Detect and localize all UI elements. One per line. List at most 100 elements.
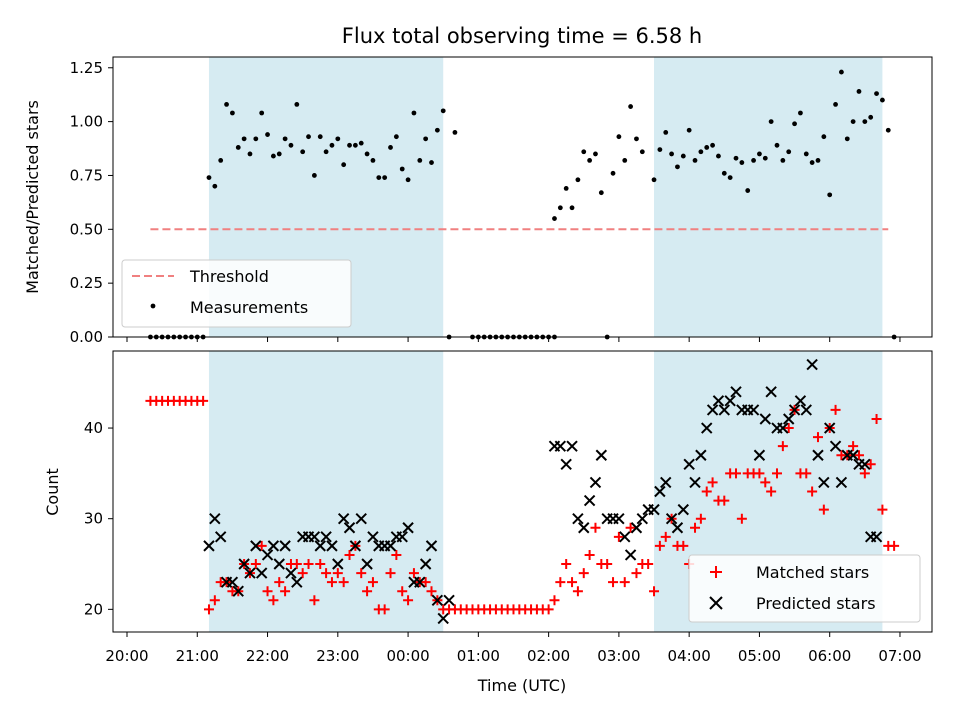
- top-plot-frame: [112, 56, 933, 338]
- predicted-star-marker: [683, 458, 695, 471]
- legend-matched-swatch: [710, 566, 722, 578]
- matched-star-marker: [338, 577, 349, 588]
- matched-star-marker: [403, 595, 414, 606]
- top-panel: 0.00 0.25 0.50 0.75 1.00 1.25 Matched/Predict…: [23, 56, 933, 346]
- measurement-point: [628, 104, 634, 109]
- measurement-point: [587, 157, 593, 163]
- measurement-point: [311, 173, 317, 178]
- measurement-point: [317, 134, 323, 140]
- matched-star-marker: [268, 595, 279, 606]
- bottom-plot-frame: [112, 350, 933, 633]
- predicted-star-marker: [753, 449, 766, 461]
- measurement-point: [294, 101, 300, 107]
- predicted-star-marker: [636, 512, 649, 525]
- matched-star-marker: [274, 577, 285, 588]
- predicted-star-marker: [244, 567, 256, 579]
- x-tick-label: 23:00: [316, 647, 359, 665]
- predicted-star-marker: [800, 404, 812, 416]
- predicted-star-marker: [443, 594, 455, 606]
- top-y-tick-label: 0.75: [70, 166, 103, 184]
- predicted-star-marker: [870, 531, 883, 543]
- matched-star-marker: [572, 586, 583, 597]
- predicted-star-marker: [847, 449, 859, 461]
- predicted-star-marker: [823, 422, 836, 434]
- matched-star-marker: [731, 468, 742, 479]
- measurement-point: [388, 145, 393, 150]
- predicted-star-marker: [712, 395, 725, 407]
- measurement-point: [686, 127, 692, 133]
- matched-star-marker: [707, 477, 718, 488]
- x-tick-label: 05:00: [738, 647, 781, 665]
- predicted-star-marker: [384, 540, 397, 552]
- measurement-point: [634, 136, 639, 142]
- predicted-star-marker: [232, 585, 244, 597]
- bottom-panel: 20 30 40 20:00 21:00 22:00 23:00 00:00 01:00 02:…: [43, 350, 933, 695]
- legend-predicted-swatch: [709, 596, 723, 610]
- measurement-point: [282, 136, 288, 142]
- top-y-ticks: 0.00 0.25 0.50 0.75 1.00 1.25: [70, 59, 113, 346]
- matched-star-marker: [326, 577, 337, 588]
- bottom-y-axis-label: Count: [43, 468, 62, 516]
- top-legend-box: [121, 259, 352, 328]
- matched-star-marker: [643, 559, 654, 570]
- predicted-star-marker: [308, 531, 321, 543]
- measurement-point: [329, 142, 335, 148]
- measurement-point: [335, 136, 341, 142]
- measurement-point: [417, 157, 423, 163]
- predicted-star-marker: [595, 449, 608, 461]
- matched-star-marker: [397, 586, 408, 597]
- measurement-point: [575, 177, 581, 183]
- predicted-star-marker: [238, 558, 250, 570]
- measurement-point: [306, 134, 311, 140]
- predicted-stars-layer: [203, 358, 883, 625]
- measurement-point: [235, 145, 241, 150]
- matched-star-marker: [889, 540, 900, 551]
- matched-star-marker: [203, 604, 214, 615]
- matched-star-marker: [649, 586, 660, 597]
- measurement-point: [745, 188, 751, 193]
- x-tick-label: 06:00: [808, 647, 851, 665]
- predicted-star-marker: [326, 540, 338, 552]
- matched-star-marker: [567, 577, 578, 588]
- measurement-point: [382, 175, 388, 181]
- measurement-point: [610, 170, 616, 176]
- measurement-point: [364, 151, 370, 157]
- measurement-point: [792, 121, 797, 127]
- predicted-star-marker: [349, 540, 362, 552]
- measurement-point: [680, 153, 686, 159]
- matched-star-marker: [385, 568, 396, 579]
- measurement-point: [768, 119, 774, 125]
- matched-star-marker: [391, 549, 402, 560]
- bottom-x-ticks: 20:00 21:00 22:00 23:00 00:00 01:00 02:00 03:00…: [105, 632, 922, 665]
- measurement-point: [341, 162, 347, 168]
- matched-star-marker: [356, 568, 367, 579]
- predicted-star-marker: [718, 404, 731, 416]
- predicted-star-marker: [332, 558, 344, 570]
- measurement-point: [265, 132, 270, 137]
- measurement-point: [751, 157, 756, 163]
- predicted-star-marker: [677, 503, 690, 516]
- measurement-point: [276, 151, 282, 157]
- matched-star-marker: [250, 559, 261, 570]
- matched-star-marker: [613, 531, 624, 542]
- predicted-star-marker: [261, 549, 274, 561]
- top-y-tick-label: 0.25: [70, 274, 103, 292]
- measurement-point: [622, 157, 628, 163]
- matched-star-marker: [420, 577, 431, 588]
- predicted-star-marker: [396, 531, 408, 543]
- predicted-star-marker: [361, 558, 373, 570]
- measurement-point: [581, 149, 587, 155]
- measurement-point: [352, 142, 358, 148]
- measurement-point: [593, 151, 598, 157]
- predicted-star-marker: [214, 531, 227, 543]
- measurement-point: [669, 151, 674, 157]
- matched-star-marker: [754, 468, 765, 479]
- predicted-star-marker: [671, 522, 684, 534]
- measurement-point: [774, 142, 780, 148]
- matched-star-marker: [549, 595, 560, 606]
- legend-threshold-label: Threshold: [189, 267, 269, 286]
- matched-star-marker: [719, 495, 730, 506]
- matched-star-marker: [561, 559, 572, 570]
- matched-star-marker: [578, 568, 589, 579]
- matched-star-marker: [631, 568, 642, 579]
